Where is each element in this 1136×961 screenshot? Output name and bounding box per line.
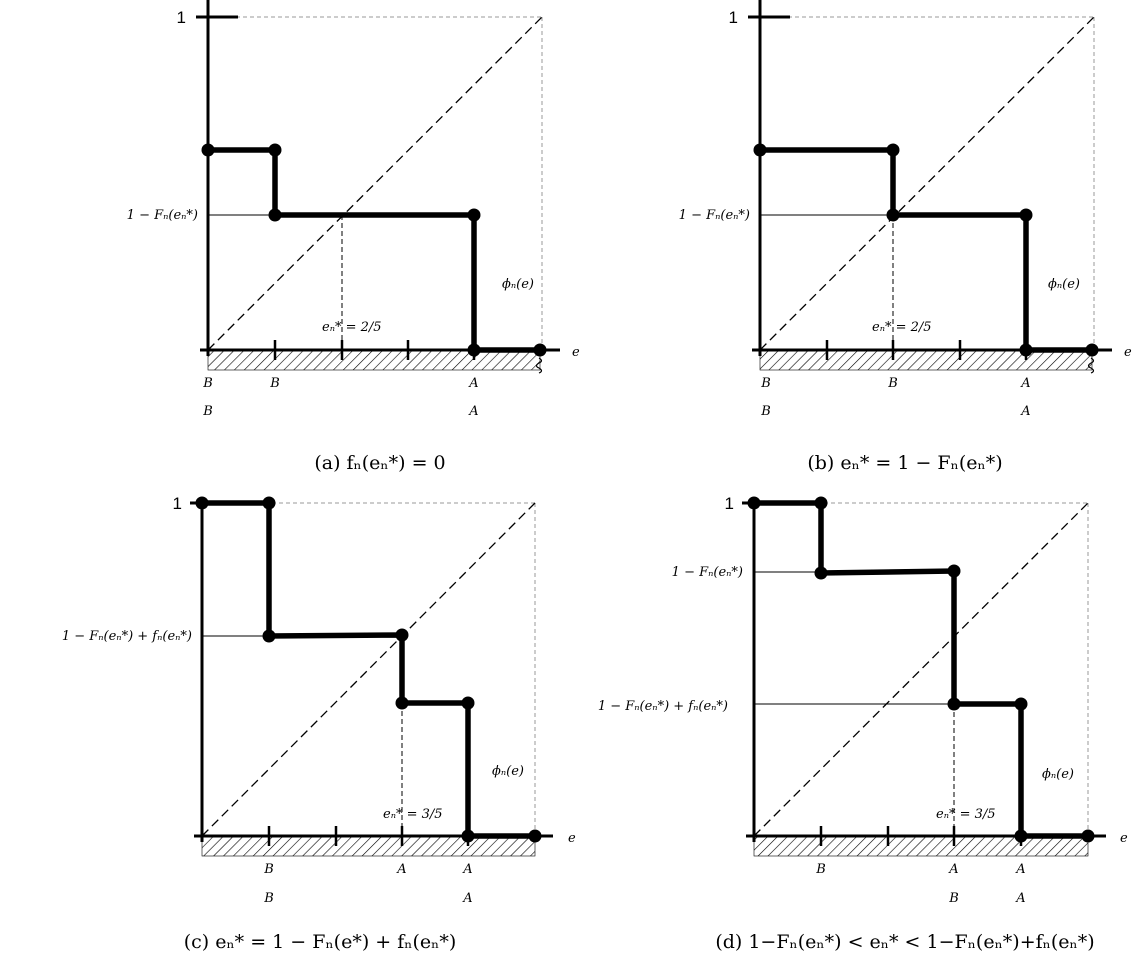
diagonal-line [753, 502, 1089, 837]
step-point [195, 496, 209, 510]
x-axis-label: e [1124, 345, 1132, 360]
diagonal-line [759, 16, 1095, 351]
x-axis-label: e [568, 831, 576, 846]
phi-label: ϕₙ(e) [492, 764, 524, 779]
caption: (b) eₙ* = 1 − Fₙ(eₙ*) [807, 452, 1002, 474]
step-points [747, 496, 1095, 843]
step-point [467, 343, 481, 357]
region-label: B [263, 891, 274, 906]
region-label: B [948, 891, 959, 906]
step-point [947, 697, 961, 711]
step-points [201, 143, 547, 357]
step-point [262, 629, 276, 643]
step-point [1019, 343, 1033, 357]
squiggle-mark [1087, 357, 1095, 374]
step-point [747, 496, 761, 510]
region-label: A [462, 891, 472, 906]
y-value-label: 1 − Fₙ(eₙ*) + fₙ(eₙ*) [62, 629, 192, 644]
caption: (c) eₙ* = 1 − Fₙ(e*) + fₙ(eₙ*) [184, 931, 457, 953]
region-label: B [202, 376, 213, 391]
y-value-label: 1 − Fₙ(eₙ*) [127, 208, 198, 223]
phi-step-function [202, 500, 535, 839]
hatched-strip [201, 835, 536, 857]
step-point [467, 208, 481, 222]
panel-b: 1 1 − Fₙ(eₙ*) ϕₙ(e) eₙ* = 2/5 e B B A B … [679, 0, 1132, 474]
region-label: A [462, 862, 472, 877]
step-point [814, 566, 828, 580]
region-label: B [760, 376, 771, 391]
region-label: B [263, 862, 274, 877]
y-value-label: 1 − Fₙ(eₙ*) + fₙ(eₙ*) [598, 699, 728, 714]
step-point [1085, 343, 1099, 357]
step-point [1014, 829, 1028, 843]
region-label: B [887, 376, 898, 391]
step-point [395, 696, 409, 710]
y-one-label: 1 [173, 494, 182, 513]
step-point [533, 343, 547, 357]
region-label: B [269, 376, 280, 391]
phi-step-function [760, 147, 1092, 353]
region-label: A [396, 862, 406, 877]
panel-d: 1 1 − Fₙ(eₙ*) 1 − Fₙ(eₙ*) + fₙ(eₙ*) ϕₙ(e… [598, 494, 1128, 953]
region-label: B [815, 862, 826, 877]
caption: (a) fₙ(eₙ*) = 0 [314, 452, 445, 474]
e-star-label: eₙ* = 2/5 [322, 320, 382, 335]
e-star-label: eₙ* = 2/5 [872, 320, 932, 335]
phi-label: ϕₙ(e) [1042, 767, 1074, 782]
step-point [886, 208, 900, 222]
region-label: A [468, 376, 478, 391]
region-label: A [468, 404, 478, 419]
diagonal-line [207, 16, 543, 351]
step-point [461, 696, 475, 710]
phi-step-function [754, 500, 1088, 839]
e-star-label: eₙ* = 3/5 [936, 807, 996, 822]
region-label: A [1015, 891, 1025, 906]
phi-step-function [208, 147, 540, 353]
diagonal-line [201, 502, 536, 837]
step-point [947, 564, 961, 578]
hatched-strip [759, 349, 1093, 371]
phi-label: ϕₙ(e) [1048, 277, 1080, 292]
y-one-label: 1 [177, 8, 186, 27]
step-point [1019, 208, 1033, 222]
y-value-label-upper: 1 − Fₙ(eₙ*) [672, 565, 743, 580]
x-axis-label: e [1120, 831, 1128, 846]
phi-label: ϕₙ(e) [502, 277, 534, 292]
e-star-label: eₙ* = 3/5 [383, 807, 443, 822]
step-point [268, 143, 282, 157]
step-point [886, 143, 900, 157]
step-point [528, 829, 542, 843]
region-label: A [1015, 862, 1025, 877]
hatched-strip [753, 835, 1089, 857]
x-axis-label: e [572, 345, 580, 360]
panel-c: 1 1 − Fₙ(eₙ*) + fₙ(eₙ*) ϕₙ(e) eₙ* = 3/5 … [62, 494, 576, 953]
step-point [461, 829, 475, 843]
panel-a: 1 1 − Fₙ(eₙ*) ϕₙ(e) eₙ* = 2/5 e B B A B … [127, 0, 580, 474]
region-label: A [1020, 376, 1030, 391]
step-point [1014, 697, 1028, 711]
step-points [195, 496, 542, 843]
squiggle-mark [535, 357, 543, 374]
caption: (d) 1−Fₙ(eₙ*) < eₙ* < 1−Fₙ(eₙ*)+fₙ(eₙ*) [715, 931, 1094, 953]
hatched-strip [207, 349, 541, 371]
region-label: B [760, 404, 771, 419]
y-one-label: 1 [725, 494, 734, 513]
y-value-label: 1 − Fₙ(eₙ*) [679, 208, 750, 223]
step-point [395, 628, 409, 642]
step-points [753, 143, 1099, 357]
step-point [262, 496, 276, 510]
step-point [201, 143, 215, 157]
region-label: B [202, 404, 213, 419]
region-label: A [948, 862, 958, 877]
step-point [814, 496, 828, 510]
y-one-label: 1 [729, 8, 738, 27]
step-point [753, 143, 767, 157]
step-point [1081, 829, 1095, 843]
region-label: A [1020, 404, 1030, 419]
step-point [268, 208, 282, 222]
